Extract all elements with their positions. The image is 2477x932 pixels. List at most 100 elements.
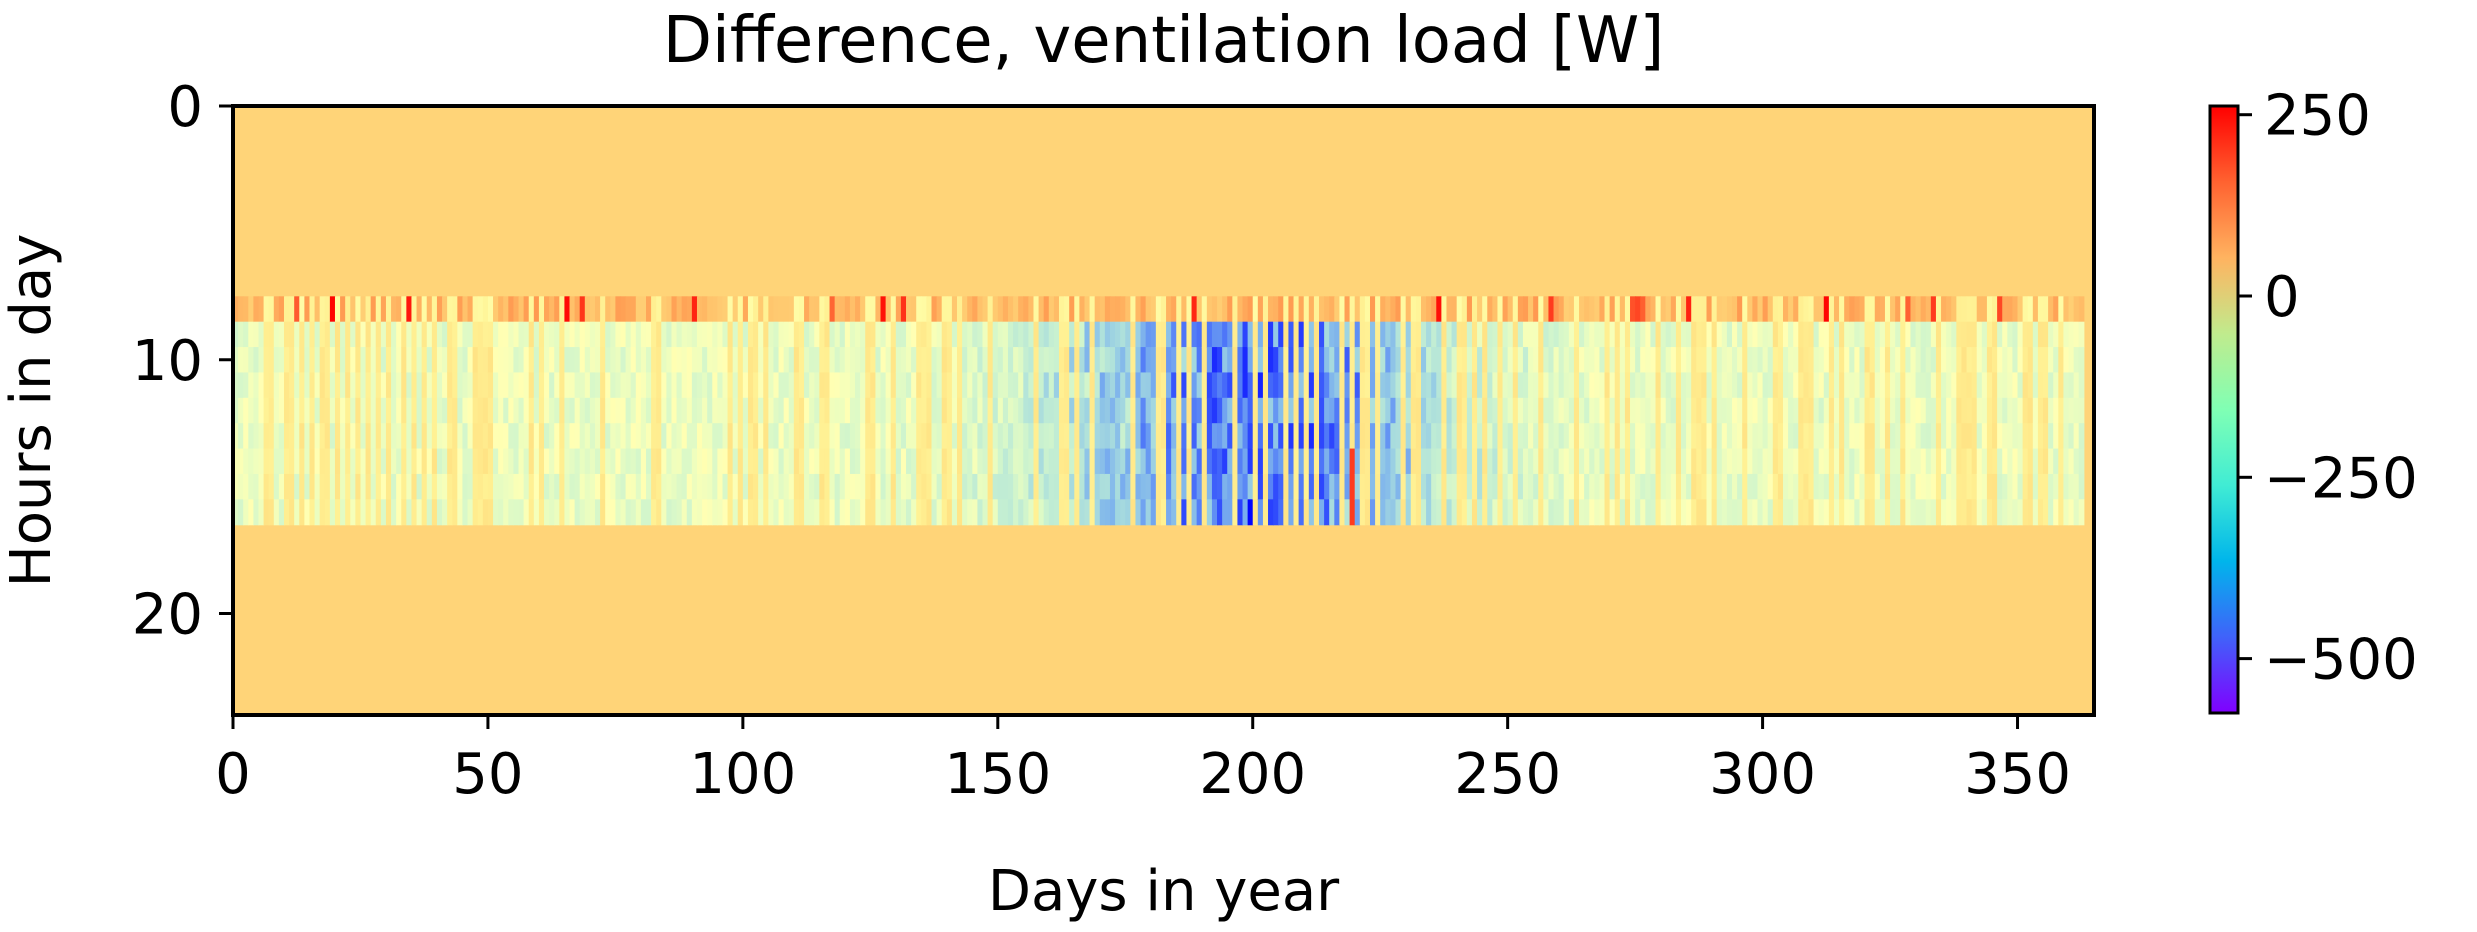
heatmap-cell: [1217, 347, 1223, 374]
heatmap-cell: [1115, 499, 1121, 526]
heatmap-cell: [579, 448, 586, 475]
heatmap-cell: [1349, 296, 1356, 323]
heatmap-cell: [1094, 372, 1101, 399]
heatmap-cell: [2032, 372, 2039, 399]
heatmap-cell: [1691, 499, 1697, 526]
heatmap-cell: [1109, 347, 1116, 374]
heatmap-cell: [717, 347, 724, 374]
heatmap-cell: [1247, 423, 1254, 450]
heatmap-cell: [844, 321, 851, 348]
heatmap-cell: [742, 296, 749, 323]
heatmap-cell: [1757, 397, 1764, 424]
heatmap-cell: [1033, 347, 1040, 374]
heatmap-cell: [1268, 499, 1274, 526]
heatmap-cell: [1818, 321, 1825, 348]
heatmap-cell: [1252, 423, 1259, 450]
heatmap-cell: [421, 397, 428, 424]
heatmap-cell: [610, 296, 616, 323]
heatmap-cell: [584, 372, 591, 399]
heatmap-cell: [855, 448, 861, 475]
heatmap-cell: [503, 296, 509, 323]
heatmap-cell: [2068, 423, 2075, 450]
heatmap-cell: [1268, 423, 1274, 450]
heatmap-cell: [1074, 321, 1080, 348]
heatmap-cell: [1517, 321, 1524, 348]
heatmap-cell: [900, 372, 907, 399]
heatmap-cell: [1619, 296, 1626, 323]
heatmap-cell: [1716, 499, 1723, 526]
heatmap-cell: [1369, 448, 1376, 475]
heatmap-cell: [946, 321, 953, 348]
heatmap-cell: [1120, 397, 1126, 424]
heatmap-cell: [941, 321, 948, 348]
heatmap-cell: [1900, 372, 1906, 399]
heatmap-cell: [1808, 448, 1815, 475]
heatmap-cell: [1558, 448, 1565, 475]
heatmap-cell: [447, 448, 453, 475]
heatmap-cell: [233, 423, 239, 450]
heatmap-cell: [1217, 372, 1223, 399]
heatmap-cell: [1538, 347, 1544, 374]
heatmap-cell: [1507, 423, 1514, 450]
heatmap-cell: [396, 372, 402, 399]
heatmap-cell: [844, 397, 851, 424]
heatmap-cell: [691, 372, 698, 399]
heatmap-cell: [549, 423, 555, 450]
heatmap-cell: [1997, 448, 2003, 475]
heatmap-cell: [314, 296, 321, 323]
heatmap-cell: [1303, 499, 1310, 526]
heatmap-cell: [1099, 372, 1106, 399]
heatmap-cell: [2043, 321, 2049, 348]
heatmap-cell: [498, 423, 504, 450]
heatmap-cell: [1359, 448, 1366, 475]
heatmap-cell: [1670, 321, 1677, 348]
heatmap-cell: [304, 296, 311, 323]
heatmap-cell: [1941, 296, 1947, 323]
heatmap-cell: [1579, 499, 1585, 526]
heatmap-cell: [875, 397, 882, 424]
heatmap-cell: [421, 372, 428, 399]
heatmap-cell: [1742, 321, 1748, 348]
heatmap-cell: [2053, 423, 2059, 450]
heatmap-cell: [2078, 321, 2085, 348]
heatmap-cell: [788, 347, 795, 374]
heatmap-cell: [283, 296, 290, 323]
heatmap-cell: [263, 499, 270, 526]
heatmap-cell: [640, 448, 647, 475]
heatmap-cell: [798, 372, 805, 399]
heatmap-cell: [1793, 397, 1799, 424]
heatmap-cell: [722, 372, 729, 399]
heatmap-cell: [2058, 397, 2065, 424]
heatmap-cell: [574, 473, 581, 500]
heatmap-cell: [1247, 321, 1254, 348]
heatmap-cell: [977, 448, 984, 475]
heatmap-cell: [309, 296, 316, 323]
heatmap-cell: [2017, 321, 2024, 348]
heatmap-cell: [620, 423, 627, 450]
heatmap-cell: [1002, 372, 1009, 399]
heatmap-cell: [707, 372, 713, 399]
heatmap-cell: [289, 397, 295, 424]
heatmap-cell: [2007, 296, 2014, 323]
heatmap-cell: [452, 296, 458, 323]
heatmap-cell: [1961, 372, 1968, 399]
heatmap-cell: [900, 321, 907, 348]
heatmap-cell: [589, 372, 596, 399]
heatmap-cell: [926, 397, 933, 424]
heatmap-cell: [1069, 448, 1075, 475]
heatmap-cell: [2073, 372, 2080, 399]
heatmap-cell: [875, 347, 882, 374]
heatmap-cell: [1502, 296, 1509, 323]
heatmap-cell: [1023, 397, 1029, 424]
heatmap-cell: [661, 448, 667, 475]
heatmap-cell: [661, 372, 667, 399]
heatmap-cell: [773, 397, 780, 424]
heatmap-cell: [1007, 372, 1014, 399]
heatmap-cell: [1329, 296, 1335, 323]
heatmap-cell: [1319, 347, 1325, 374]
heatmap-cell: [1716, 321, 1723, 348]
heatmap-cell: [656, 296, 662, 323]
heatmap-cell: [1492, 499, 1499, 526]
heatmap-cell: [467, 499, 474, 526]
heatmap-cell: [238, 397, 244, 424]
